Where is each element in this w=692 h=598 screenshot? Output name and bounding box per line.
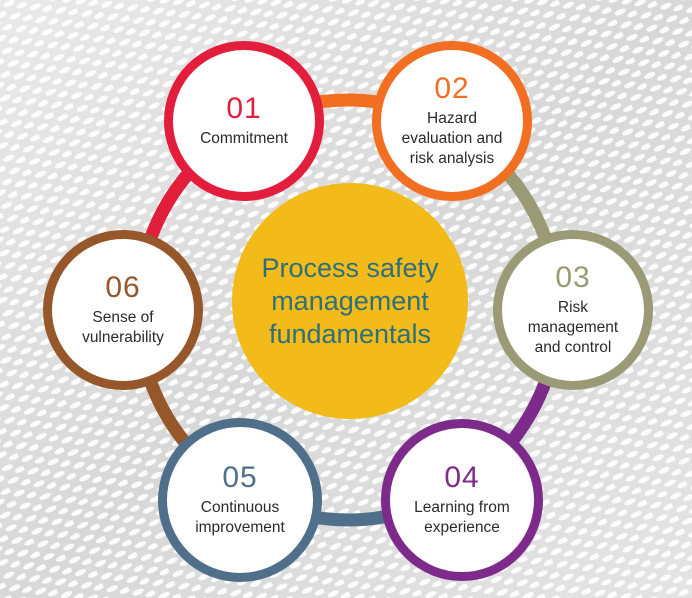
- step-label: Risk management and control: [527, 299, 619, 356]
- step-label: Sense of vulnerability: [82, 309, 164, 346]
- step-number: 06: [105, 271, 141, 304]
- step-number: 05: [222, 461, 258, 494]
- step-label: Commitment: [200, 130, 288, 147]
- step-circle-03: 03 Risk management and control: [493, 230, 653, 390]
- step-circle-02: 02 Hazard evaluation and risk analysis: [372, 41, 532, 201]
- step-circle-06: 06 Sense of vulnerability: [43, 230, 203, 390]
- step-label: Learning from experience: [414, 499, 510, 536]
- step-number: 02: [434, 72, 470, 105]
- step-number: 04: [444, 461, 480, 494]
- step-circle-05: 05 Continuous improvement: [158, 418, 322, 582]
- step-circle-01: 01 Commitment: [164, 41, 324, 201]
- step-label: Hazard evaluation and risk analysis: [401, 110, 503, 167]
- center-title: Process safety management fundamentals: [261, 252, 439, 349]
- step-number: 01: [226, 92, 262, 125]
- step-number: 03: [555, 261, 591, 294]
- center-circle: Process safety management fundamentals: [232, 183, 468, 419]
- step-circle-04: 04 Learning from experience: [381, 419, 543, 581]
- step-label: Continuous improvement: [195, 499, 285, 536]
